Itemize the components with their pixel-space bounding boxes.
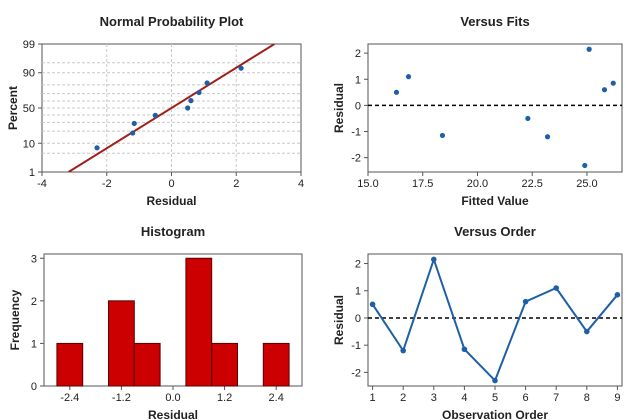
data-point bbox=[405, 74, 412, 80]
plot-frame bbox=[43, 253, 303, 387]
y-tick-label: 1 bbox=[355, 286, 361, 298]
x-tick-label: -1.2 bbox=[112, 392, 131, 404]
data-point bbox=[614, 292, 621, 298]
x-tick-label: 5 bbox=[492, 392, 498, 404]
histogram-bar bbox=[185, 257, 213, 387]
x-tick-label: 0 bbox=[168, 178, 174, 190]
data-point bbox=[461, 346, 468, 353]
y-tick-label: -1 bbox=[351, 127, 361, 139]
x-tick-label: 0.0 bbox=[165, 392, 180, 404]
y-tick-label: 0 bbox=[31, 381, 37, 393]
data-point bbox=[492, 377, 498, 384]
hist-panel: Histogram Residual Frequency -2.4 -1.2 0.0 1.2… bbox=[8, 224, 303, 420]
y-axis-label: Residual bbox=[332, 295, 346, 345]
histogram-bar bbox=[211, 342, 238, 387]
data-point bbox=[188, 98, 194, 104]
y-tick-label: 99 bbox=[23, 39, 35, 51]
x-tick-label: 2 bbox=[233, 178, 239, 190]
histogram-bar bbox=[108, 300, 135, 387]
y-tick-label: 10 bbox=[23, 138, 35, 150]
y-tick-label: -2 bbox=[351, 153, 361, 165]
y-tick-label: 0 bbox=[355, 313, 361, 325]
x-axis-label: Observation Order bbox=[442, 408, 548, 420]
data-point bbox=[393, 89, 400, 95]
chart-title: Normal Probability Plot bbox=[100, 14, 244, 29]
x-tick-label: 1 bbox=[370, 392, 376, 404]
data-point bbox=[130, 130, 136, 136]
data-point bbox=[522, 298, 529, 305]
y-axis-label: Percent bbox=[6, 86, 20, 130]
y-tick-label: 2 bbox=[355, 48, 361, 60]
data-point bbox=[196, 89, 202, 96]
x-tick-label: 7 bbox=[553, 392, 559, 404]
data-point bbox=[152, 112, 158, 118]
x-tick-label: 22.5 bbox=[522, 178, 543, 190]
y-tick-label: 1 bbox=[31, 338, 37, 350]
x-tick-label: 4 bbox=[461, 392, 467, 404]
y-tick-label: -2 bbox=[351, 367, 361, 379]
fit-line bbox=[68, 44, 275, 172]
data-point bbox=[400, 347, 406, 354]
data-point bbox=[131, 120, 137, 127]
x-tick-label: 1.2 bbox=[217, 392, 232, 404]
order-panel: Versus Order Observation Order Residual 1 2 3… bbox=[332, 224, 623, 420]
x-tick-label: 20.0 bbox=[467, 178, 488, 190]
chart-title: Histogram bbox=[141, 224, 205, 239]
plot-frame bbox=[367, 43, 623, 173]
data-point bbox=[610, 80, 616, 86]
data-point bbox=[586, 46, 592, 52]
x-axis-label: Residual bbox=[148, 408, 198, 420]
data-point bbox=[204, 80, 210, 86]
fits-panel: Versus Fits Fitted Value Residual 15.0 17.5 2… bbox=[332, 14, 623, 208]
y-tick-label: -1 bbox=[351, 340, 361, 352]
x-tick-label: -4 bbox=[37, 178, 47, 190]
data-point bbox=[582, 162, 588, 169]
x-tick-label: 4 bbox=[298, 178, 304, 190]
data-point bbox=[185, 105, 191, 111]
chart-title: Versus Order bbox=[454, 224, 536, 239]
data-point bbox=[553, 285, 560, 291]
x-axis-label: Fitted Value bbox=[461, 194, 529, 208]
data-point bbox=[369, 301, 376, 308]
x-tick-label: 9 bbox=[614, 392, 620, 404]
x-tick-label: 2 bbox=[400, 392, 406, 404]
y-tick-label: 1 bbox=[29, 167, 35, 179]
y-tick-label: 1 bbox=[355, 74, 361, 86]
histogram-bar bbox=[262, 342, 290, 387]
chart-title: Versus Fits bbox=[460, 14, 529, 29]
npp-panel: Normal Probability Plot Residual Percent -4… bbox=[6, 14, 304, 208]
x-tick-label: 25.0 bbox=[576, 178, 597, 190]
histogram-bar bbox=[133, 342, 161, 387]
y-tick-label: 0 bbox=[355, 100, 361, 112]
x-tick-label: 6 bbox=[523, 392, 529, 404]
x-axis-label: Residual bbox=[146, 194, 196, 208]
x-tick-label: 2.4 bbox=[269, 392, 284, 404]
histogram-bar bbox=[56, 342, 84, 387]
y-tick-label: 90 bbox=[23, 68, 35, 80]
x-tick-label: 15.0 bbox=[357, 178, 378, 190]
data-point bbox=[601, 87, 608, 93]
x-tick-label: 17.5 bbox=[412, 178, 433, 190]
data-point bbox=[544, 134, 551, 140]
data-point bbox=[430, 256, 437, 263]
x-tick-label: -2.4 bbox=[60, 392, 79, 404]
data-point bbox=[439, 132, 446, 139]
x-tick-label: 3 bbox=[431, 392, 437, 404]
data-point bbox=[94, 145, 100, 151]
data-point bbox=[584, 328, 590, 335]
y-axis-label: Residual bbox=[332, 83, 346, 133]
y-tick-label: 2 bbox=[31, 296, 37, 308]
y-tick-label: 3 bbox=[31, 253, 37, 265]
y-tick-label: 50 bbox=[23, 103, 35, 115]
plot-frame bbox=[367, 253, 623, 387]
data-point bbox=[525, 115, 531, 122]
data-point bbox=[238, 65, 244, 71]
x-tick-label: -2 bbox=[102, 178, 112, 190]
y-axis-label: Frequency bbox=[8, 289, 22, 350]
y-tick-label: 2 bbox=[355, 259, 361, 271]
x-tick-label: 8 bbox=[584, 392, 590, 404]
